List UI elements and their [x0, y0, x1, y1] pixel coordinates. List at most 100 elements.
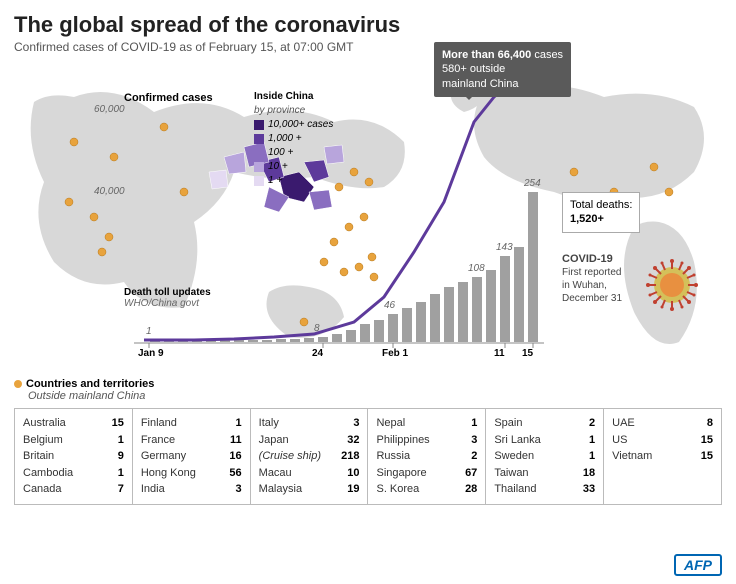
y-axis-value: 40,000 [94, 186, 125, 197]
table-column: Italy3Japan32(Cruise ship)218Macau10Mala… [251, 409, 369, 504]
country-name: Australia [23, 415, 66, 432]
country-count: 56 [229, 465, 241, 482]
table-row: India3 [141, 481, 242, 498]
callout-bold: More than 66,400 [442, 49, 531, 61]
country-count: 1 [589, 432, 595, 449]
table-row: Hong Kong 56 [141, 465, 242, 482]
country-name: Cambodia [23, 465, 73, 482]
bar-value-label: 254 [524, 178, 541, 189]
deaths-value: 1,520+ [570, 213, 604, 225]
x-axis-label: Feb 1 [382, 348, 408, 359]
country-count: 18 [583, 465, 595, 482]
callout-l2: 580+ outside [442, 63, 505, 75]
country-name: Italy [259, 415, 279, 432]
country-count: 28 [465, 481, 477, 498]
country-count: 7 [118, 481, 124, 498]
table-row: Belgium1 [23, 432, 124, 449]
country-name: Canada [23, 481, 62, 498]
legend-swatch [254, 176, 264, 186]
country-count: 2 [471, 448, 477, 465]
table-column: Nepal1Philippines3Russia2Singapore67S. K… [368, 409, 486, 504]
country-table: Australia15Belgium1Britain9Cambodia1Cana… [14, 408, 722, 505]
table-row: Britain9 [23, 448, 124, 465]
table-row: Sri Lanka 1 [494, 432, 595, 449]
country-count: 19 [347, 481, 359, 498]
total-deaths-box: Total deaths: 1,520+ [562, 192, 640, 233]
callout-rest: cases [531, 49, 563, 61]
country-count: 33 [583, 481, 595, 498]
table-row: Australia 15 [23, 415, 124, 432]
country-count: 218 [341, 448, 359, 465]
country-name: Vietnam [612, 448, 652, 465]
country-name: UAE [612, 415, 635, 432]
country-name: Singapore [376, 465, 426, 482]
china-legend-row: 100 + [254, 146, 333, 160]
country-name: Germany [141, 448, 186, 465]
table-row: Italy3 [259, 415, 360, 432]
country-count: 2 [589, 415, 595, 432]
country-count: 16 [229, 448, 241, 465]
country-count: 9 [118, 448, 124, 465]
cases-callout: More than 66,400 cases 580+ outside main… [434, 42, 571, 97]
legend-label: 100 + [268, 146, 293, 160]
country-name: France [141, 432, 175, 449]
country-name: Sri Lanka [494, 432, 540, 449]
table-row: Nepal1 [376, 415, 477, 432]
table-row: Germany 16 [141, 448, 242, 465]
legend-swatch [254, 148, 264, 158]
legend-swatch [254, 162, 264, 172]
virus-icon [644, 257, 700, 313]
dtu-l1: Death toll updates [124, 287, 211, 298]
confirmed-cases-label: Confirmed cases [124, 92, 213, 104]
legend-dot-icon [14, 380, 22, 388]
china-legend-row: 10 + [254, 160, 333, 174]
china-legend: Inside China by province 10,000+ cases1,… [254, 90, 333, 188]
country-name: Japan [259, 432, 289, 449]
deaths-label: Total deaths: [570, 199, 632, 211]
country-count: 8 [707, 415, 713, 432]
x-axis-label: 11 [494, 348, 505, 359]
china-legend-row: 10,000+ cases [254, 118, 333, 132]
table-row: US15 [612, 432, 713, 449]
table-column: Australia15Belgium1Britain9Cambodia1Cana… [15, 409, 133, 504]
country-count: 11 [230, 432, 242, 449]
death-toll-label: Death toll updates WHO/China govt [124, 287, 211, 309]
china-legend-sub: by province [254, 104, 333, 118]
x-axis-label: 24 [312, 348, 323, 359]
legend-swatch [254, 120, 264, 130]
country-name: India [141, 481, 165, 498]
bar-value-label: 8 [314, 323, 320, 334]
country-count: 32 [347, 432, 359, 449]
country-name: S. Korea [376, 481, 419, 498]
table-row: Finland1 [141, 415, 242, 432]
table-row: Singapore67 [376, 465, 477, 482]
legend-label: 1,000 + [268, 132, 302, 146]
country-name: Hong Kong [141, 465, 196, 482]
country-name: Spain [494, 415, 522, 432]
country-name: Malaysia [259, 481, 302, 498]
table-row: Taiwan18 [494, 465, 595, 482]
table-row: Spain 2 [494, 415, 595, 432]
legend-label: 1 + [268, 174, 282, 188]
china-legend-header: Inside China [254, 90, 333, 104]
dtu-l2: WHO/China govt [124, 298, 211, 309]
table-row: Canada 7 [23, 481, 124, 498]
country-count: 1 [236, 415, 242, 432]
country-name: US [612, 432, 627, 449]
dot-legend: Countries and territories Outside mainla… [14, 378, 722, 402]
country-name: Macau [259, 465, 292, 482]
country-name: (Cruise ship) [259, 448, 321, 465]
table-column: UAE8US15Vietnam15 [604, 409, 721, 504]
country-count: 1 [118, 432, 124, 449]
bar-value-label: 143 [496, 242, 513, 253]
subtitle: Confirmed cases of COVID-19 as of Februa… [14, 40, 722, 54]
x-axis-label: 15 [522, 348, 533, 359]
y-axis-value: 60,000 [94, 104, 125, 115]
table-row: Philippines3 [376, 432, 477, 449]
dot-legend-bold: Countries and territories [26, 378, 154, 390]
country-count: 15 [112, 415, 124, 432]
table-row: S. Korea 28 [376, 481, 477, 498]
country-count: 1 [118, 465, 124, 482]
country-name: Philippines [376, 432, 429, 449]
main-title: The global spread of the coronavirus [14, 12, 722, 38]
